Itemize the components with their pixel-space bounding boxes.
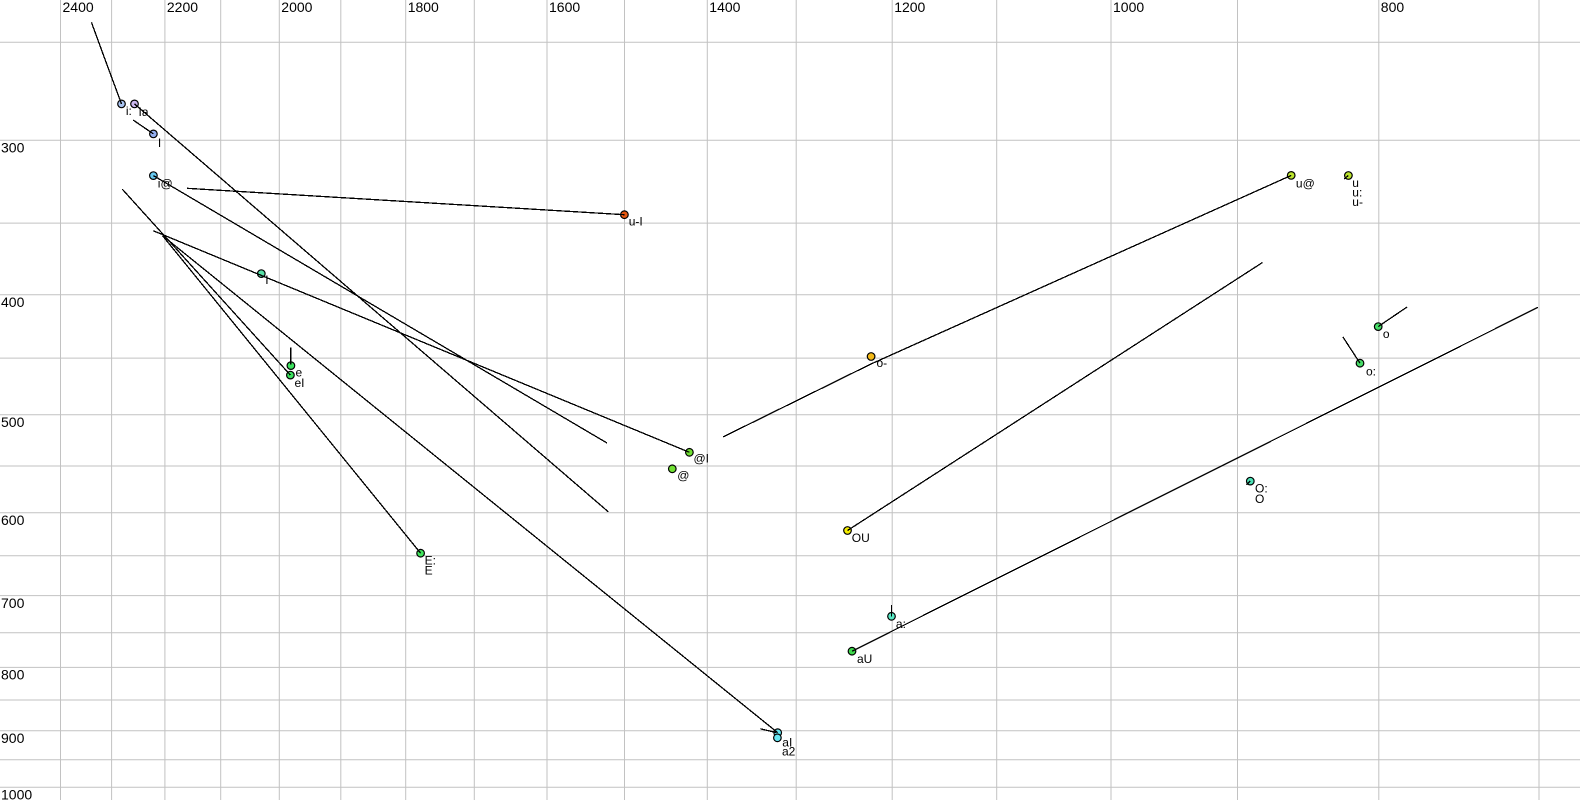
svg-text:@: @ (677, 468, 689, 482)
svg-text:I: I (158, 136, 161, 150)
svg-text:2400: 2400 (63, 0, 94, 15)
svg-text:I: I (265, 273, 268, 287)
svg-text:@I: @I (694, 452, 710, 466)
svg-text:eI: eI (295, 376, 305, 390)
svg-text:E:: E: (425, 554, 436, 568)
svg-text:1000: 1000 (1113, 0, 1144, 15)
svg-text:1600: 1600 (549, 0, 580, 15)
svg-text:a2: a2 (782, 744, 796, 758)
svg-text:u@: u@ (1296, 176, 1315, 190)
svg-text:o:: o: (1366, 365, 1376, 379)
svg-text:500: 500 (1, 414, 25, 430)
svg-text:900: 900 (1, 730, 25, 746)
svg-text:2000: 2000 (281, 0, 312, 15)
svg-text:i:: i: (126, 104, 132, 118)
svg-text:aU: aU (857, 652, 872, 666)
svg-text:800: 800 (1, 667, 25, 683)
svg-text:u-: u- (1352, 195, 1363, 209)
svg-text:i@: i@ (158, 176, 173, 190)
svg-text:1800: 1800 (408, 0, 439, 15)
svg-text:OU: OU (852, 531, 870, 545)
svg-text:1400: 1400 (709, 0, 740, 15)
svg-text:300: 300 (1, 140, 25, 156)
svg-text:o: o (1383, 327, 1390, 341)
svg-text:a:: a: (896, 617, 906, 631)
svg-text:1000: 1000 (1, 787, 32, 800)
svg-text:o-: o- (877, 356, 888, 370)
svg-text:700: 700 (1, 595, 25, 611)
svg-text:2200: 2200 (167, 0, 198, 15)
svg-text:u-I: u-I (629, 215, 643, 229)
svg-text:O:: O: (1255, 482, 1268, 496)
svg-text:u:: u: (1352, 185, 1362, 199)
svg-text:u: u (1352, 176, 1359, 190)
svg-text:800: 800 (1381, 0, 1405, 15)
svg-text:1200: 1200 (894, 0, 925, 15)
svg-text:400: 400 (1, 294, 25, 310)
svg-text:e: e (296, 366, 303, 380)
svg-text:E: E (425, 564, 433, 578)
svg-text:aI: aI (782, 735, 792, 749)
svg-text:Ia: Ia (139, 105, 149, 119)
svg-text:O: O (1255, 492, 1264, 506)
svg-text:600: 600 (1, 512, 25, 528)
